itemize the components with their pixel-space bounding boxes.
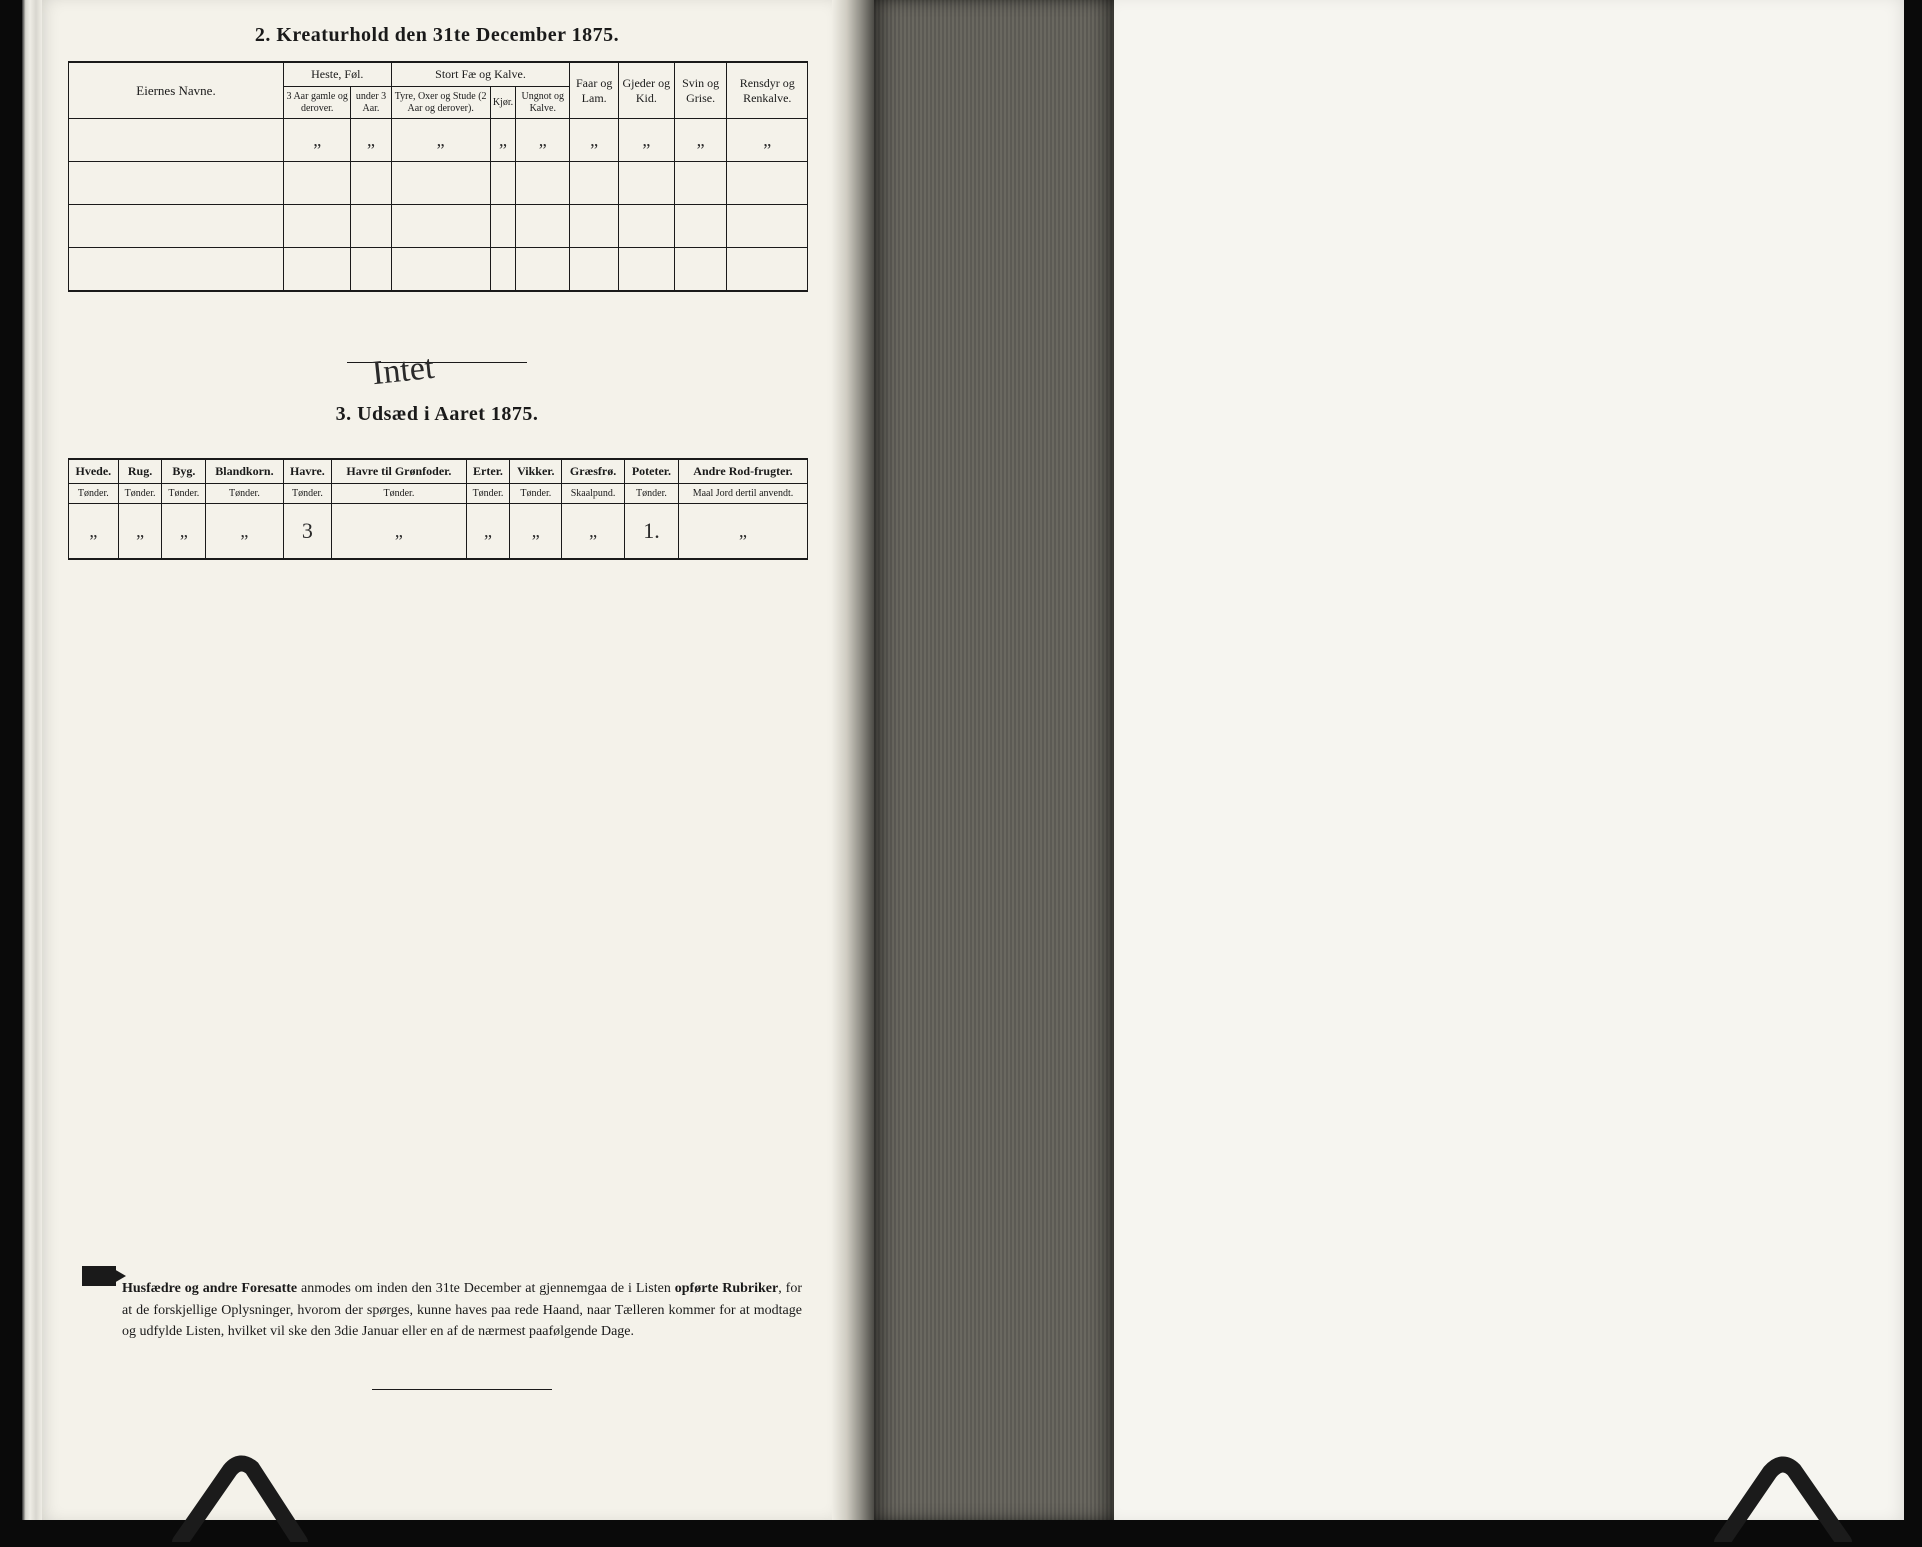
section-2-title: 2. Kreaturhold den 31te December 1875. <box>42 0 832 61</box>
cell: „ <box>678 504 807 560</box>
unit: Tønder. <box>624 484 678 504</box>
cell: „ <box>570 119 618 162</box>
col-eiernes-navne: Eiernes Navne. <box>69 62 284 119</box>
pointing-hand-icon <box>82 1266 116 1286</box>
table-row <box>69 205 808 248</box>
table-row: „ „ „ „ 3 „ „ „ „ 1. „ <box>69 504 808 560</box>
col-svin: Svin og Grise. <box>674 62 727 119</box>
col-faar: Faar og Lam. <box>570 62 618 119</box>
cell: „ <box>332 504 466 560</box>
col-hvede: Hvede. <box>69 459 119 484</box>
right-page-blank <box>1114 0 1904 1520</box>
col-heste-3aar: 3 Aar gamle og derover. <box>284 87 351 119</box>
footer-note-text: Husfædre og andre Foresatte anmodes om i… <box>122 1278 802 1343</box>
table-row <box>69 248 808 292</box>
udsaed-table: Hvede. Rug. Byg. Blandkorn. Havre. Havre… <box>68 458 808 560</box>
cell-eier <box>69 119 284 162</box>
col-havre-gron: Havre til Grønfoder. <box>332 459 466 484</box>
col-rensdyr: Rensdyr og Renkalve. <box>727 62 808 119</box>
col-blandkorn: Blandkorn. <box>206 459 283 484</box>
cell: „ <box>69 504 119 560</box>
cell: „ <box>284 119 351 162</box>
cell: „ <box>727 119 808 162</box>
col-byg: Byg. <box>162 459 206 484</box>
unit: Tønder. <box>332 484 466 504</box>
col-heste-under3: under 3 Aar. <box>351 87 391 119</box>
col-poteter: Poteter. <box>624 459 678 484</box>
kreaturhold-table: Eiernes Navne. Heste, Føl. Stort Fæ og K… <box>68 61 808 292</box>
table-row: „ „ „ „ „ „ „ „ „ <box>69 119 808 162</box>
col-ungnot: Ungnot og Kalve. <box>516 87 570 119</box>
col-kjor: Kjør. <box>490 87 515 119</box>
unit: Tønder. <box>206 484 283 504</box>
col-group-stortfae: Stort Fæ og Kalve. <box>391 62 570 87</box>
section-3-title: 3. Udsæd i Aaret 1875. <box>42 363 832 440</box>
unit: Tønder. <box>162 484 206 504</box>
col-vikker: Vikker. <box>510 459 562 484</box>
cell: „ <box>516 119 570 162</box>
cell: „ <box>118 504 162 560</box>
divider <box>372 1389 552 1390</box>
cell: „ <box>510 504 562 560</box>
unit: Tønder. <box>283 484 332 504</box>
footer-bold-1: Husfædre og andre Foresatte <box>122 1281 297 1296</box>
unit: Tønder. <box>510 484 562 504</box>
cell: „ <box>618 119 674 162</box>
cell: „ <box>674 119 727 162</box>
cell-havre-value: 3 <box>283 504 332 560</box>
footer-bold-2: opførte Rubriker <box>675 1281 778 1296</box>
col-tyre: Tyre, Oxer og Stude (2 Aar og derover). <box>391 87 490 119</box>
unit: Tønder. <box>69 484 119 504</box>
book-spine <box>874 0 1114 1520</box>
unit: Skaalpund. <box>562 484 625 504</box>
page-gutter <box>832 0 874 1520</box>
col-group-heste: Heste, Føl. <box>284 62 392 87</box>
unit: Tønder. <box>466 484 510 504</box>
col-rug: Rug. <box>118 459 162 484</box>
bottom-edge <box>22 1520 1904 1536</box>
footer-note: Husfædre og andre Foresatte anmodes om i… <box>122 1264 802 1390</box>
unit: Tønder. <box>118 484 162 504</box>
page-stack-edges <box>22 0 43 1520</box>
cell: „ <box>490 119 515 162</box>
cell: „ <box>562 504 625 560</box>
col-rodfrugter: Andre Rod-frugter. <box>678 459 807 484</box>
cell: „ <box>351 119 391 162</box>
col-havre: Havre. <box>283 459 332 484</box>
cell-poteter-value: 1. <box>624 504 678 560</box>
col-erter: Erter. <box>466 459 510 484</box>
cell: „ <box>391 119 490 162</box>
col-gjeder: Gjeder og Kid. <box>618 62 674 119</box>
table-row <box>69 162 808 205</box>
cell: „ <box>466 504 510 560</box>
cell: „ <box>162 504 206 560</box>
handwritten-intet: Intet <box>370 349 436 393</box>
unit: Maal Jord dertil anvendt. <box>678 484 807 504</box>
footer-span-1: anmodes om inden den 31te December at gj… <box>297 1281 675 1296</box>
cell: „ <box>206 504 283 560</box>
left-page: 2. Kreaturhold den 31te December 1875. E… <box>42 0 832 1520</box>
col-graesfro: Græsfrø. <box>562 459 625 484</box>
